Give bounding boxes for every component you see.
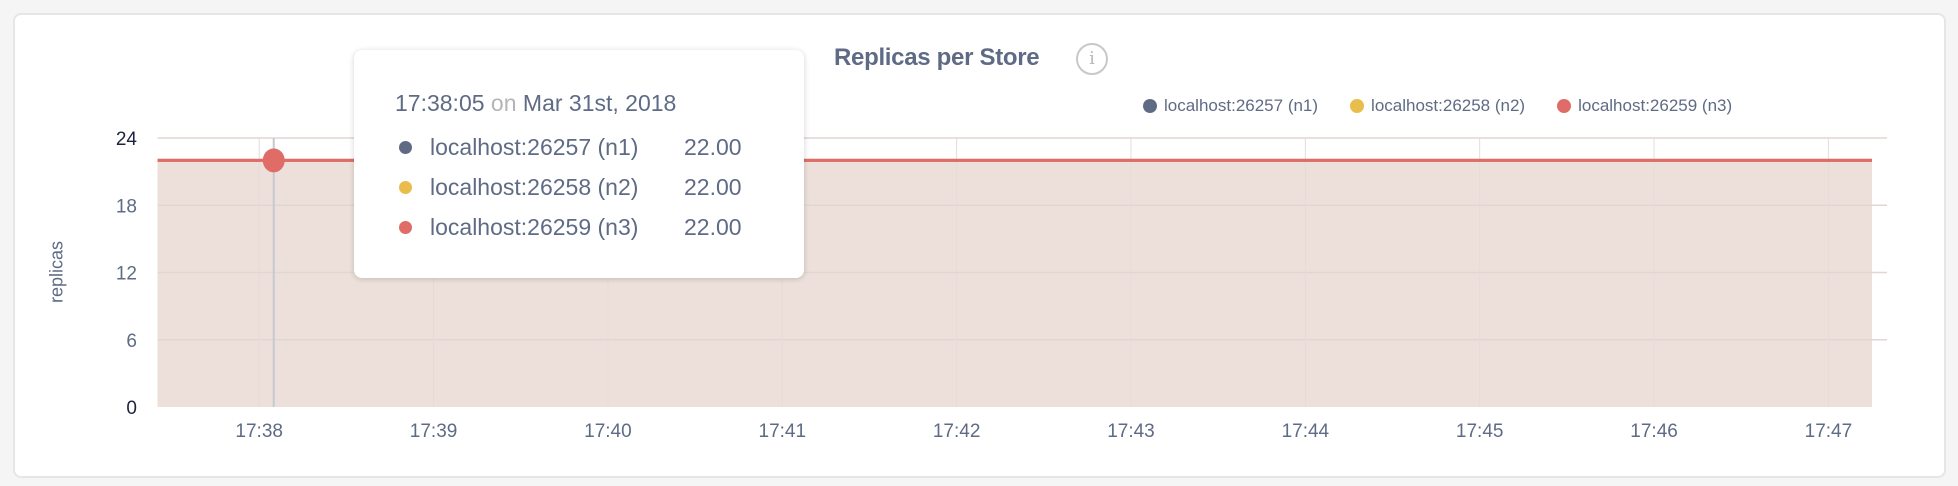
tooltip-row: localhost:26259 (n3) 22.00 (399, 214, 742, 241)
series-dot-icon (399, 221, 412, 234)
tooltip-date: Mar 31st, 2018 (522, 90, 677, 116)
tooltip-time: 17:38:05 (395, 90, 485, 116)
hover-tooltip: 17:38:05 on Mar 31st, 2018 localhost:262… (354, 50, 804, 278)
y-tick-label: 12 (116, 264, 137, 285)
legend-item-n3[interactable]: localhost:26259 (n3) (1557, 96, 1732, 116)
y-tick-label: 18 (116, 196, 137, 217)
legend-dot-icon (1557, 99, 1572, 113)
legend-dot-icon (1143, 99, 1157, 113)
legend-label: localhost:26259 (n3) (1578, 96, 1733, 115)
x-tick-label: 17:47 (1805, 421, 1853, 442)
x-tick-label: 17:44 (1282, 421, 1330, 442)
x-tick-label: 17:42 (933, 421, 981, 442)
legend-dot-icon (1350, 99, 1365, 113)
tooltip-row: localhost:26258 (n2) 22.00 (399, 174, 742, 201)
y-axis-label: replicas (46, 240, 67, 304)
chart-title: Replicas per Store (834, 44, 1040, 71)
x-tick-label: 17:39 (410, 421, 458, 442)
tooltip-row-label: localhost:26258 (n2) (430, 174, 639, 200)
y-tick-label: 0 (126, 398, 137, 419)
x-tick-label: 17:43 (1107, 421, 1155, 442)
legend-item-n2[interactable]: localhost:26258 (n2) (1350, 96, 1525, 116)
x-tick-label: 17:41 (759, 421, 807, 442)
tooltip-row-value: 22.00 (684, 174, 742, 200)
tooltip-timestamp: 17:38:05 on Mar 31st, 2018 (395, 90, 676, 117)
tooltip-row-value: 22.00 (684, 134, 742, 160)
x-tick-label: 17:46 (1630, 421, 1678, 442)
tooltip-row-value: 22.00 (684, 214, 742, 240)
tooltip-on: on (490, 90, 517, 116)
tooltip-row-label: localhost:26257 (n1) (430, 134, 639, 160)
y-tick-label: 6 (126, 331, 137, 352)
hover-point (262, 148, 285, 173)
legend: localhost:26257 (n1) localhost:26258 (n2… (1143, 96, 1732, 116)
x-tick-label: 17:45 (1456, 421, 1504, 442)
tooltip-row: localhost:26257 (n1) 22.00 (399, 134, 742, 161)
series-dot-icon (399, 141, 412, 154)
x-tick-label: 17:38 (235, 421, 283, 442)
tooltip-row-label: localhost:26259 (n3) (430, 214, 639, 240)
legend-label: localhost:26258 (n2) (1371, 96, 1526, 115)
y-tick-label: 24 (116, 129, 138, 150)
info-circle-icon[interactable]: i (1076, 43, 1108, 75)
series-dot-icon (399, 181, 412, 194)
legend-item-n1[interactable]: localhost:26257 (n1) (1143, 96, 1318, 116)
x-tick-label: 17:40 (584, 421, 632, 442)
legend-label: localhost:26257 (n1) (1164, 96, 1319, 115)
